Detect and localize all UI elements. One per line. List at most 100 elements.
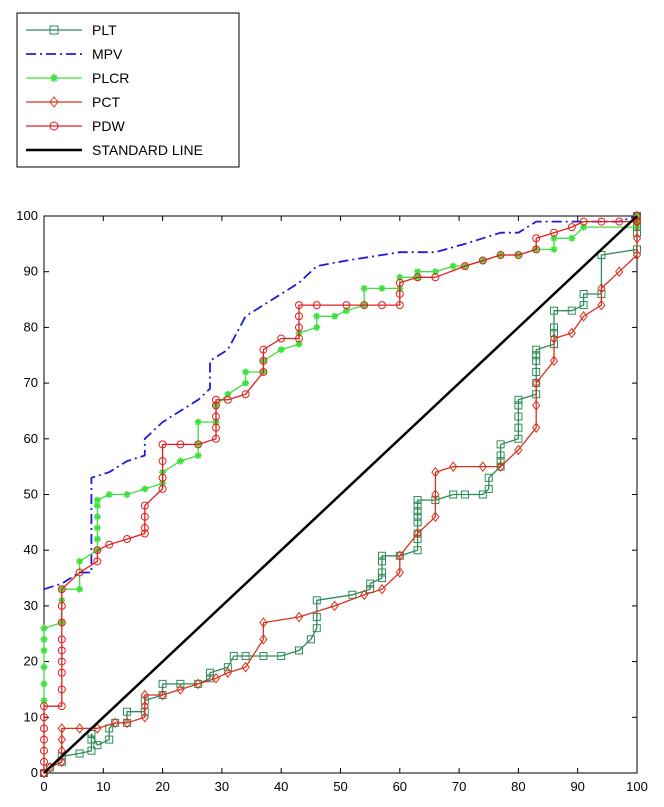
circle-marker — [395, 289, 404, 298]
square-marker — [413, 507, 422, 516]
asterisk-marker — [93, 535, 101, 543]
circle-marker — [93, 557, 102, 566]
square-marker — [413, 546, 422, 555]
square-marker — [549, 323, 558, 332]
diamond-marker — [567, 327, 576, 339]
square-marker — [123, 707, 132, 716]
diamond-marker — [449, 461, 458, 472]
circle-marker — [549, 228, 558, 237]
square-marker — [241, 652, 250, 661]
x-tick-label: 30 — [215, 779, 229, 794]
diamond-marker — [360, 589, 369, 601]
circle-marker — [431, 273, 440, 282]
circle-marker — [57, 585, 66, 594]
asterisk-marker — [360, 284, 368, 292]
diamond-marker — [259, 634, 268, 645]
square-marker — [306, 635, 315, 644]
diamond-marker — [259, 617, 268, 628]
circle-marker — [140, 523, 149, 532]
square-marker — [532, 345, 541, 354]
square-marker — [532, 356, 541, 365]
square-marker — [484, 473, 493, 482]
square-marker — [312, 624, 321, 633]
square-marker — [229, 652, 238, 661]
square-marker — [87, 735, 96, 744]
y-tick-label: 60 — [24, 431, 38, 446]
circle-marker — [413, 273, 422, 282]
diamond-marker — [140, 700, 149, 712]
legend-label: PLCR — [92, 70, 129, 86]
square-marker — [413, 518, 422, 527]
square-marker — [413, 496, 422, 505]
asterisk-marker — [431, 268, 439, 276]
circle-marker — [40, 702, 48, 711]
circle-marker — [40, 746, 48, 755]
asterisk-marker — [105, 491, 113, 498]
asterisk-marker — [242, 368, 250, 376]
circle-marker — [105, 540, 114, 549]
asterisk-marker — [40, 680, 48, 688]
square-marker — [49, 25, 59, 35]
y-tick-label: 50 — [24, 487, 38, 502]
legend: PLT MPV PLCR PCT PDW STANDARD LINE — [16, 12, 240, 168]
square-marker — [366, 579, 375, 588]
square-marker — [484, 484, 493, 493]
asterisk-marker — [141, 485, 149, 493]
circle-marker — [342, 301, 351, 310]
x-tick-label: 70 — [452, 779, 466, 794]
diamond-marker — [431, 511, 440, 523]
asterisk-marker — [40, 624, 48, 632]
y-tick-label: 20 — [24, 654, 38, 669]
diamond-marker — [632, 216, 642, 227]
asterisk-marker — [277, 346, 285, 354]
diamond-marker — [57, 723, 66, 734]
circle-marker — [277, 334, 286, 343]
square-marker — [514, 395, 523, 404]
asterisk-marker — [194, 418, 202, 426]
circle-marker — [176, 440, 185, 449]
legend-entry: PLCR — [26, 70, 129, 86]
diamond-marker — [211, 672, 221, 684]
circle-marker — [532, 245, 541, 254]
legend-label: PDW — [92, 118, 125, 134]
series-layer — [39, 210, 642, 779]
square-marker — [312, 596, 321, 605]
diamond-marker — [140, 711, 149, 723]
circle-marker — [496, 250, 505, 259]
asterisk-marker — [93, 524, 101, 532]
y-tick-label: 0 — [31, 765, 38, 780]
circle-marker — [567, 223, 576, 232]
diamond-marker — [194, 678, 203, 690]
circle-marker — [40, 769, 48, 777]
asterisk-marker — [93, 513, 101, 521]
square-marker — [496, 457, 505, 466]
square-marker — [277, 652, 286, 661]
circle-marker — [294, 334, 303, 343]
diamond-marker — [176, 684, 185, 695]
diamond-marker — [395, 550, 404, 562]
circle-marker — [259, 367, 268, 376]
circle-marker — [140, 529, 149, 538]
circle-marker — [294, 312, 303, 321]
circle-marker — [57, 702, 66, 711]
circle-marker — [57, 618, 66, 627]
circle-marker — [259, 345, 268, 354]
asterisk-marker — [176, 457, 184, 465]
circle-marker — [633, 217, 641, 226]
square-marker — [206, 674, 215, 683]
asterisk-marker — [568, 234, 576, 242]
diamond-marker — [140, 689, 149, 701]
circle-marker — [579, 217, 588, 226]
square-marker — [378, 557, 387, 566]
circle-marker — [395, 278, 404, 287]
series-plt — [40, 212, 641, 777]
asterisk-marker — [331, 312, 339, 320]
circle-marker — [360, 301, 369, 310]
asterisk-marker — [396, 273, 404, 281]
asterisk-marker — [76, 585, 84, 593]
diamond-marker — [49, 96, 59, 108]
diamond-marker — [413, 528, 422, 539]
diamond-marker — [579, 310, 588, 322]
y-tick-label: 10 — [24, 709, 38, 724]
